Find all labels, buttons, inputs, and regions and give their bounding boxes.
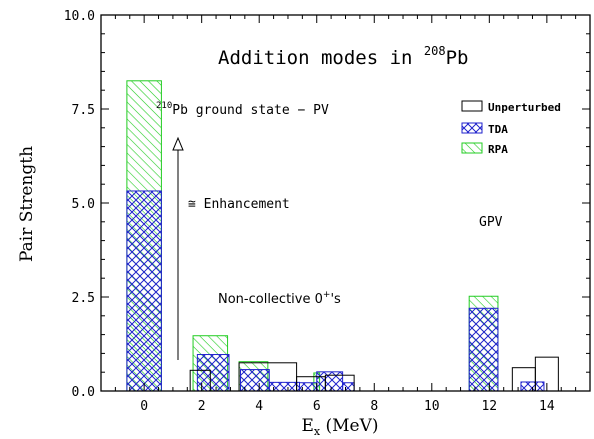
y-tick-label: 10.0: [64, 9, 95, 24]
legend: Unperturbed TDA RPA: [461, 100, 561, 156]
y-tick-label: 7.5: [72, 103, 95, 118]
x-axis-label: Ex (MeV): [301, 416, 378, 438]
annotation-gpv: GPV: [479, 215, 503, 230]
legend-swatch-tda: [461, 122, 483, 134]
y-tick-label: 5.0: [72, 197, 95, 212]
plot-frame: [100, 14, 591, 392]
y-axis-label: Pair Strength: [17, 146, 37, 262]
x-tick-label: 12: [481, 399, 497, 414]
y-tick-label: 2.5: [72, 291, 95, 306]
y-tick-label: 0.0: [72, 385, 95, 400]
x-tick-label: 2: [198, 399, 206, 414]
legend-label-tda: TDA: [488, 123, 508, 136]
annotation-enhancement: ≅ Enhancement: [188, 197, 290, 212]
enhancement-arrowhead: [172, 136, 184, 151]
legend-label-unperturbed: Unperturbed: [488, 101, 561, 114]
x-tick-label: 8: [370, 399, 378, 414]
x-tick-label: 10: [424, 399, 440, 414]
x-tick-label: 0: [140, 399, 148, 414]
legend-swatch-unperturbed: [461, 100, 483, 112]
legend-swatch-rpa: [461, 142, 483, 154]
bar-tda-0: [126, 190, 162, 392]
annotation-noncollective: Non-collective 0+'s: [218, 290, 341, 307]
bar-tda-6: [342, 382, 355, 392]
axes: 0 2 4 6 8 10 12 14 0.0 2.5 5.0 7.5 10.0: [64, 9, 591, 414]
bar-tda-1: [196, 354, 230, 392]
bar-tda-5: [316, 371, 344, 392]
legend-label-rpa: RPA: [488, 143, 508, 156]
x-tick-label: 14: [539, 399, 555, 414]
bars-group: [126, 80, 559, 392]
chart-title: Addition modes in 208Pb: [218, 44, 468, 69]
x-tick-label: 6: [313, 399, 321, 414]
x-tick-label: 4: [255, 399, 263, 414]
bar-tda-7: [468, 307, 499, 392]
annotation-ground-state: 210Pb ground state − PV: [156, 101, 329, 118]
